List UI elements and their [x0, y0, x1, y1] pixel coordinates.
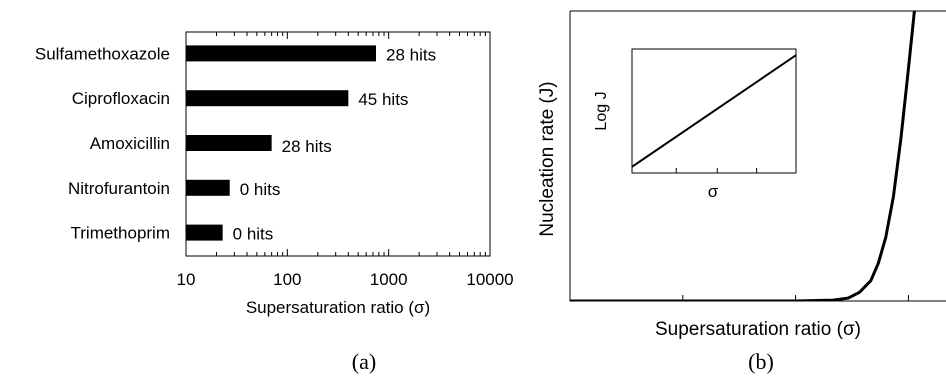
chart-a-x-tick-label: 10	[177, 270, 196, 289]
chart-a-bar	[186, 90, 349, 107]
chart-a-x-tick-label: 1000	[370, 270, 408, 289]
chart-a-x-axis-label: Supersaturation ratio (σ)	[246, 298, 430, 317]
chart-b-panel-label: (b)	[748, 349, 774, 374]
chart-a-category-label: Nitrofurantoin	[68, 179, 170, 198]
chart-a-bar	[186, 135, 272, 151]
chart-b-inset-ticks	[675, 168, 758, 173]
chart-a-hits-label: 28 hits	[386, 45, 436, 64]
chart-a-hits-label: 28 hits	[282, 137, 332, 156]
chart-a-x-ticks: 10 100 1000 10000	[177, 32, 514, 289]
chart-b: Log J σ Nucleation rate (J) Supersaturat…	[537, 10, 946, 374]
chart-a-hits-label: 45 hits	[358, 90, 408, 109]
chart-a-bars: Sulfamethoxazole 28 hits Ciprofloxacin 45 h…	[35, 44, 436, 243]
chart-a: 10 100 1000 10000 Sulfamethoxazole 28 hits Ci…	[35, 31, 514, 374]
chart-a-panel-label: (a)	[352, 349, 376, 374]
chart-a-hits-label: 0 hits	[233, 225, 274, 244]
chart-a-bar	[186, 224, 223, 241]
chart-b-inset-line	[631, 54, 797, 168]
chart-b-curve	[570, 11, 916, 301]
chart-a-category-label: Sulfamethoxazole	[35, 44, 170, 63]
chart-b-inset-logj-line	[631, 54, 797, 168]
chart-a-bar	[186, 179, 230, 196]
chart-b-x-axis-label: Supersaturation ratio (σ)	[655, 319, 861, 340]
chart-b-inset-y-label: Log J	[593, 91, 610, 130]
chart-a-x-tick-label: 100	[273, 270, 301, 289]
chart-a-hits-label: 0 hits	[240, 180, 281, 199]
chart-b-inset-x-label: σ	[708, 182, 719, 201]
chart-b-y-axis-label: Nucleation rate (J)	[537, 81, 558, 236]
chart-a-category-label: Ciprofloxacin	[72, 89, 170, 108]
chart-a-bar	[186, 45, 377, 62]
chart-b-nucleation-curve	[570, 11, 916, 301]
chart-a-category-label: Trimethoprim	[71, 224, 171, 243]
chart-a-category-label: Amoxicillin	[90, 134, 170, 153]
chart-a-x-tick-label: 10000	[466, 270, 513, 289]
